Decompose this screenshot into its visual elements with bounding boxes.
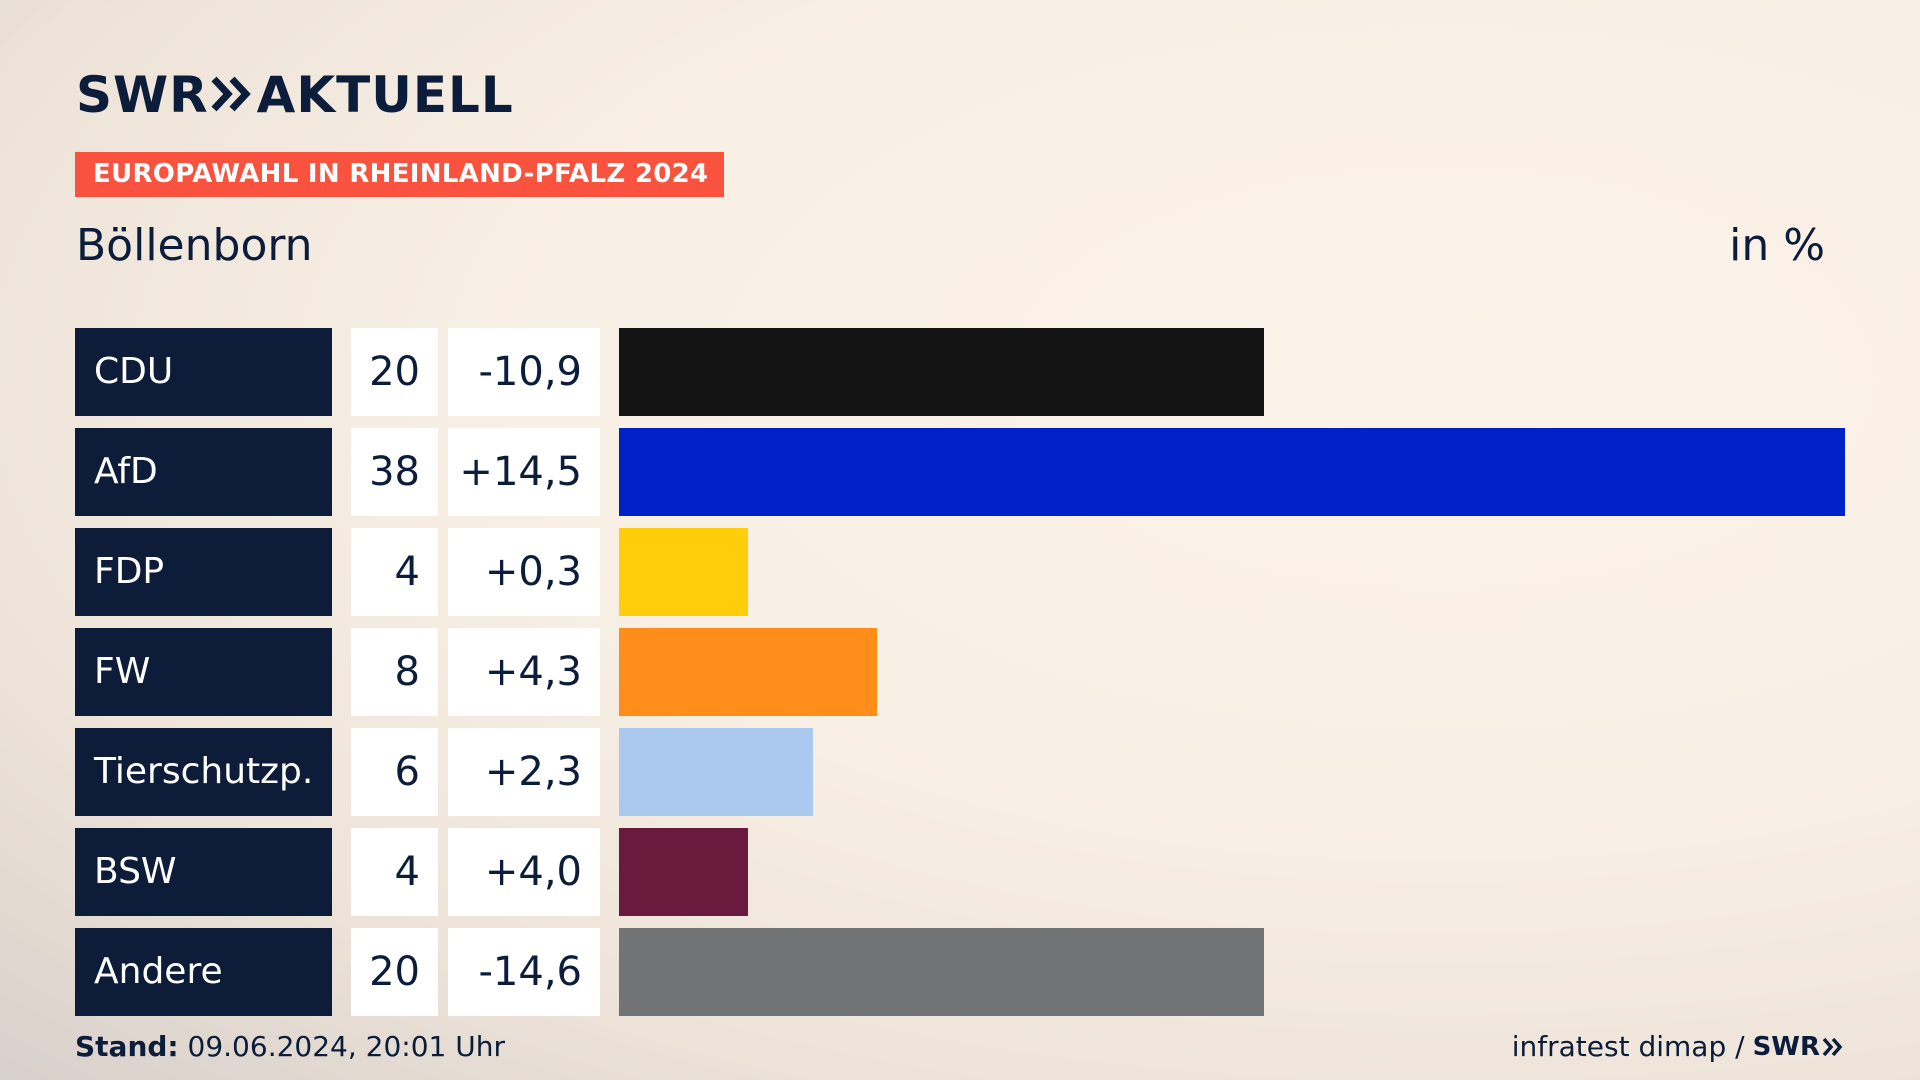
change-value: +4,0: [448, 828, 600, 916]
party-label: AfD: [75, 428, 332, 516]
result-bar: [619, 928, 1264, 1016]
source-text: infratest dimap /: [1511, 1030, 1745, 1063]
double-chevron-icon: [211, 66, 251, 124]
result-bar: [619, 428, 1845, 516]
percent-value: 20: [351, 928, 438, 1016]
stand-label: Stand:: [75, 1030, 179, 1063]
percent-value: 20: [351, 328, 438, 416]
party-label: Tierschutzp.: [75, 728, 332, 816]
percent-value: 8: [351, 628, 438, 716]
result-bar: [619, 628, 877, 716]
logo-aktuell-text: AKTUELL: [256, 66, 514, 124]
source-credit: infratest dimap / SWR: [1512, 1030, 1844, 1063]
small-chevron-icon: [1822, 1037, 1843, 1056]
logo-swr-text: SWR: [76, 66, 209, 124]
party-label: Andere: [75, 928, 332, 1016]
place-title: Böllenborn: [76, 220, 313, 271]
party-label: CDU: [75, 328, 332, 416]
timestamp: Stand: 09.06.2024, 20:01 Uhr: [75, 1030, 505, 1063]
result-bar: [619, 728, 813, 816]
percent-value: 38: [351, 428, 438, 516]
percent-value: 4: [351, 528, 438, 616]
result-bar: [619, 828, 748, 916]
stand-value: 09.06.2024, 20:01 Uhr: [187, 1030, 505, 1063]
election-banner: EUROPAWAHL IN RHEINLAND-PFALZ 2024: [75, 152, 724, 197]
percent-value: 6: [351, 728, 438, 816]
party-label: BSW: [75, 828, 332, 916]
change-value: +0,3: [448, 528, 600, 616]
change-value: -14,6: [448, 928, 600, 1016]
unit-label: in %: [1729, 220, 1825, 271]
swr-aktuell-logo: SWR AKTUELL: [76, 66, 514, 124]
party-label: FW: [75, 628, 332, 716]
result-bar: [619, 528, 748, 616]
change-value: +4,3: [448, 628, 600, 716]
change-value: -10,9: [448, 328, 600, 416]
swr-small-logo: SWR: [1753, 1032, 1844, 1062]
change-value: +2,3: [448, 728, 600, 816]
swr-small-text: SWR: [1752, 1031, 1820, 1062]
change-value: +14,5: [448, 428, 600, 516]
result-bar: [619, 328, 1264, 416]
party-label: FDP: [75, 528, 332, 616]
percent-value: 4: [351, 828, 438, 916]
